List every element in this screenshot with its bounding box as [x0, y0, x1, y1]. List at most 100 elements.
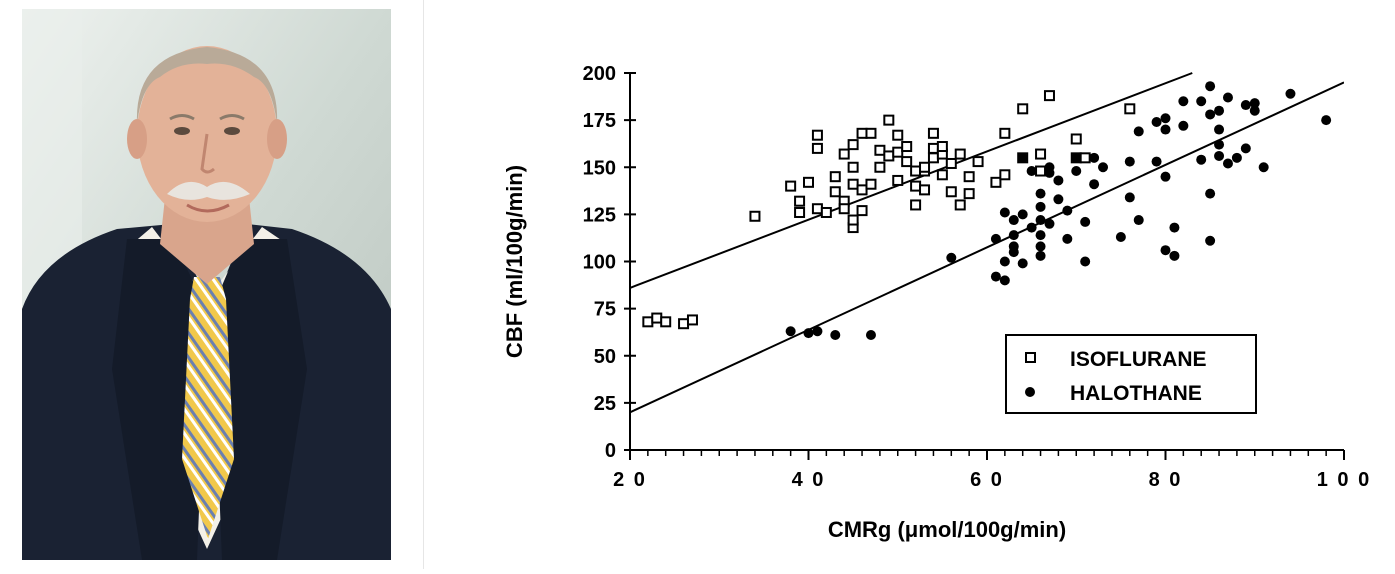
y-tick-label: 0	[605, 440, 616, 462]
isoflurane-point	[1079, 152, 1091, 164]
isoflurane-point	[749, 210, 761, 222]
halothane-point	[1240, 100, 1251, 111]
halothane-point	[1214, 124, 1225, 135]
isoflurane-point	[910, 180, 922, 192]
halothane-point	[865, 330, 876, 341]
isoflurane-point	[829, 171, 841, 183]
halothane-point	[1062, 233, 1073, 244]
halothane-point	[1249, 98, 1260, 109]
isoflurane-point	[678, 318, 690, 330]
x-axis-label: CMRg (μmol/100g/min)	[828, 517, 1066, 542]
halothane-point	[1160, 113, 1171, 124]
halothane-point	[1035, 230, 1046, 241]
halothane-point	[999, 275, 1010, 286]
regression-line-halothane	[630, 81, 1344, 414]
halothane-point	[1205, 235, 1216, 246]
halothane-point	[1205, 188, 1216, 199]
halothane-point	[946, 252, 957, 263]
y-tick-label: 125	[583, 204, 616, 226]
isoflurane-point	[945, 186, 957, 198]
halothane-point	[1080, 256, 1091, 267]
halothane-point	[1249, 105, 1260, 116]
halothane-point	[1151, 117, 1162, 128]
isoflurane-point	[642, 316, 654, 328]
halothane-point	[785, 326, 796, 337]
halothane-point	[1160, 245, 1171, 256]
isoflurane-point	[901, 141, 913, 153]
regression-line-isoflurane	[630, 72, 1193, 289]
halothane-point	[1321, 115, 1332, 126]
halothane-point	[1026, 166, 1037, 177]
isoflurane-point	[910, 165, 922, 177]
halothane-point	[830, 330, 841, 341]
isoflurane-point	[803, 176, 814, 188]
halothane-point	[999, 256, 1010, 267]
isoflurane-point	[856, 205, 868, 217]
isoflurane-point	[829, 186, 841, 198]
isoflurane-point	[972, 156, 984, 168]
isoflurane-point	[910, 199, 922, 211]
legend-box	[1005, 334, 1257, 414]
halothane-point	[1196, 96, 1207, 107]
halothane-point	[1115, 231, 1126, 242]
halothane-point	[1053, 194, 1064, 205]
isoflurane-point	[954, 148, 966, 160]
halothane-point	[999, 207, 1010, 218]
portrait-illustration	[22, 9, 391, 560]
halothane-point	[1035, 250, 1046, 261]
isoflurane-point	[936, 141, 948, 153]
isoflurane-point	[1124, 103, 1136, 115]
isoflurane-point	[927, 127, 939, 139]
isoflurane-point	[999, 127, 1011, 139]
halothane-point	[1035, 241, 1046, 252]
halothane-point	[1017, 209, 1028, 220]
halothane-point	[1205, 81, 1216, 92]
halothane-point	[1160, 171, 1171, 182]
isoflurane-point	[1035, 165, 1047, 177]
legend-halothane-marker	[1025, 387, 1035, 397]
isoflurane-point	[999, 169, 1011, 181]
halothane-point	[1062, 205, 1073, 216]
halothane-point	[1124, 192, 1135, 203]
y-tick-label: 150	[583, 157, 616, 179]
halothane-point	[1089, 152, 1100, 163]
isoflurane-point	[811, 129, 823, 141]
isoflurane-point	[1017, 103, 1029, 115]
isoflurane-point	[874, 144, 886, 156]
isoflurane-point	[892, 146, 904, 158]
isoflurane-point	[651, 312, 663, 324]
isoflurane-point	[927, 152, 939, 164]
halothane-point	[1205, 109, 1216, 120]
isoflurane-point	[936, 169, 948, 181]
isoflurane-point	[1070, 133, 1082, 145]
halothane-point	[1080, 216, 1091, 227]
isoflurane-point	[838, 148, 850, 160]
halothane-point	[990, 233, 1001, 244]
y-tick-label: 25	[594, 393, 616, 415]
isoflurane-point	[865, 127, 877, 139]
halothane-point	[1222, 92, 1233, 103]
isoflurane-point	[794, 206, 806, 218]
y-axis-label: CBF (ml/100g/min)	[502, 165, 527, 358]
isoflurane-point	[954, 199, 966, 211]
halothane-point	[1169, 222, 1180, 233]
isoflurane-point	[945, 157, 957, 169]
halothane-point	[1008, 230, 1019, 241]
isoflurane-point	[847, 178, 859, 190]
y-tick-label: 50	[594, 346, 616, 368]
isoflurane-point	[660, 316, 672, 328]
halothane-point	[1089, 179, 1100, 190]
halothane-point	[1151, 156, 1162, 167]
x-tick-label: 6 0	[970, 469, 1004, 491]
chart-legend: ISOFLURANE HALOTHANE	[1005, 334, 1257, 414]
halothane-point	[1178, 120, 1189, 131]
halothane-point	[1008, 215, 1019, 226]
halothane-point	[1017, 152, 1028, 163]
y-tick-label: 200	[583, 63, 616, 85]
halothane-point	[1133, 126, 1144, 137]
regression-lines	[630, 72, 1344, 414]
halothane-point	[1240, 143, 1251, 154]
halothane-point	[803, 328, 814, 339]
portrait-photo	[22, 9, 391, 560]
